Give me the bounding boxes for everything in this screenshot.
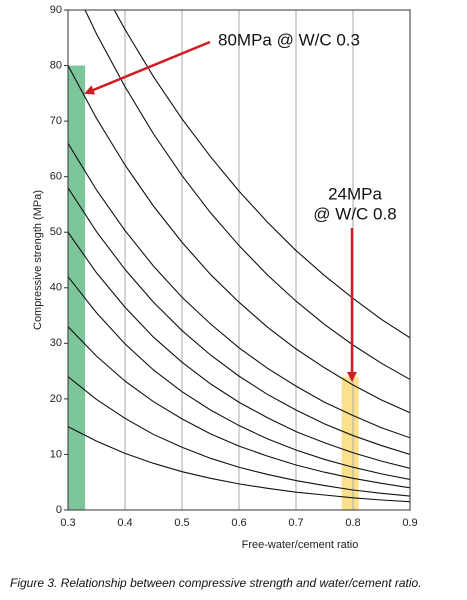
y-tick-label: 40 xyxy=(50,282,62,294)
curve xyxy=(68,276,410,480)
y-tick-label: 60 xyxy=(50,171,62,183)
y-axis-label: Compressive strength (MPa) xyxy=(32,190,44,330)
x-tick-label: 0.5 xyxy=(174,517,189,529)
x-tick-label: 0.3 xyxy=(60,517,75,529)
y-tick-label: 10 xyxy=(50,448,62,460)
y-tick-label: 80 xyxy=(50,59,62,71)
curve xyxy=(68,231,410,469)
caption: Figure 3. Relationship between compressi… xyxy=(10,576,422,590)
x-tick-label: 0.4 xyxy=(117,517,132,529)
arrow xyxy=(84,40,211,95)
grid-layer: 0.3 0.4 0.5 0.6 0.7 0.8 0.9 0 10 20 30 40 50 60 70 80 90 xyxy=(50,4,418,529)
annotation: 80MPa @ W/C 0.3 xyxy=(218,30,360,49)
x-tick-label: 0.9 xyxy=(402,517,417,529)
curve xyxy=(68,65,410,414)
y-tick-label: 50 xyxy=(50,226,62,238)
highlight-layer xyxy=(68,65,359,511)
curve xyxy=(68,326,410,489)
y-tick-label: 90 xyxy=(50,4,62,16)
y-tick-label: 70 xyxy=(50,115,62,127)
x-axis-label: Free-water/cement ratio xyxy=(242,539,359,551)
x-tick-label: 0.8 xyxy=(345,517,360,529)
y-tick-label: 20 xyxy=(50,393,62,405)
plot-frame xyxy=(67,9,411,511)
curve xyxy=(68,426,410,503)
curve xyxy=(68,143,410,439)
curve xyxy=(68,187,410,455)
annotation: @ W/C 0.8 xyxy=(313,204,396,223)
annotation: 24MPa xyxy=(328,184,382,203)
curve xyxy=(68,376,410,497)
x-tick-label: 0.6 xyxy=(231,517,246,529)
y-tick-label: 30 xyxy=(50,337,62,349)
y-tick-label: 0 xyxy=(56,504,62,516)
x-tick-label: 0.7 xyxy=(288,517,303,529)
